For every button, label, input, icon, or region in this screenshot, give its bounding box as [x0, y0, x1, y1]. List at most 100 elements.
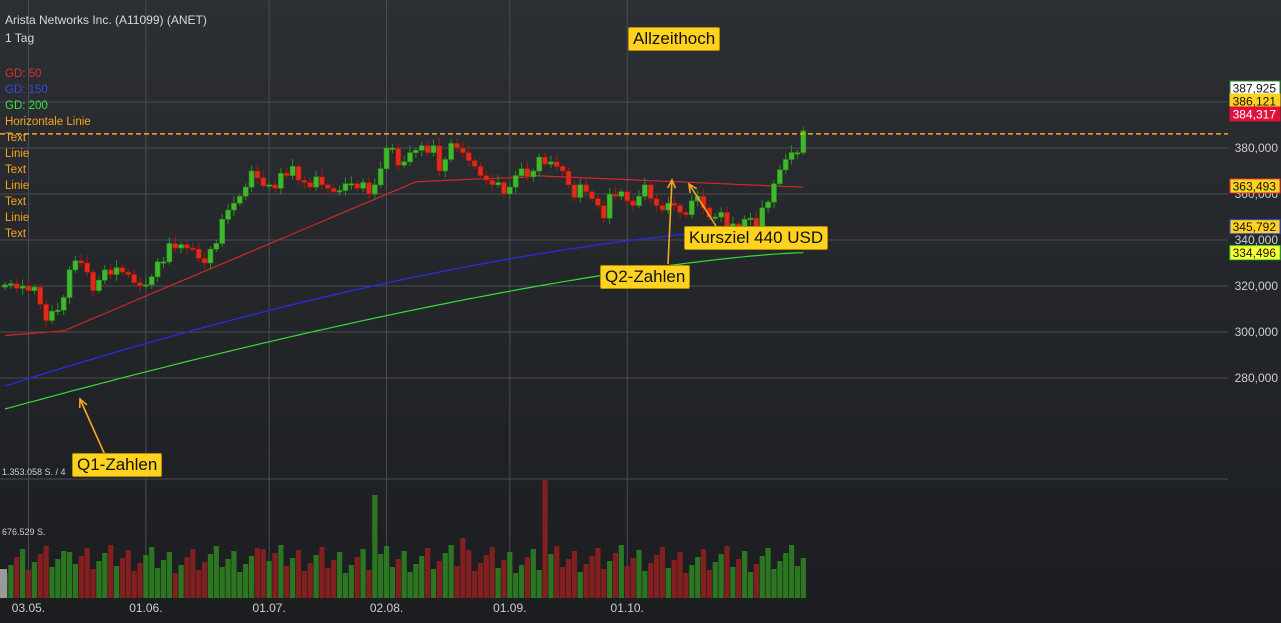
volume-bar [636, 550, 642, 598]
volume-bar [765, 548, 771, 598]
legend-item: Text [5, 132, 27, 144]
volume-bar [96, 561, 102, 598]
volume-bar [536, 570, 542, 598]
volume-bar [325, 568, 331, 598]
candle-body [307, 182, 314, 188]
volume-bar [495, 568, 501, 598]
volume-bar [507, 552, 513, 598]
volume-bar [201, 562, 208, 598]
volume-bar [524, 557, 531, 598]
volume-bar [125, 550, 131, 598]
y-tick-label: 300,000 [1235, 325, 1279, 339]
y-tick-label: 280,000 [1235, 371, 1279, 385]
x-tick-label: 01.09. [493, 601, 526, 615]
volume-bar [160, 560, 167, 598]
legend-item: GD: 150 [5, 84, 48, 96]
legend-item: Text [5, 228, 27, 240]
candle-body [460, 147, 466, 153]
candle-body [242, 186, 249, 197]
candle-body [454, 143, 460, 149]
volume-bar [589, 556, 595, 598]
volume-bar [225, 559, 231, 598]
volume-bar [66, 552, 73, 598]
moving-averages [4, 174, 804, 410]
volume-bar [272, 553, 278, 598]
candle-body [166, 243, 173, 263]
candle-body [718, 212, 724, 218]
volume-bar [483, 555, 489, 598]
candle-body [96, 279, 102, 291]
candle-body [765, 201, 771, 209]
candle-body [782, 159, 789, 171]
candle-body [8, 283, 14, 286]
candle-body [248, 170, 255, 188]
candle-body [688, 200, 695, 215]
candle-body [342, 183, 349, 191]
candle-body [107, 269, 114, 275]
volume-bar [466, 550, 472, 598]
volume-bar [777, 561, 783, 598]
candle-body [495, 182, 501, 186]
legend-item: GD: 50 [5, 68, 42, 80]
candle-body [794, 152, 801, 155]
volume-bar [119, 558, 125, 598]
volume-bars [0, 480, 806, 598]
legend-item: Horizontale Linie [5, 116, 91, 128]
candle-body [407, 152, 413, 163]
candle-body [712, 216, 719, 219]
candle-body [530, 170, 537, 178]
volume-bar [72, 564, 79, 598]
candle-body [25, 285, 32, 291]
volume-bar [788, 545, 795, 598]
candle-body [55, 309, 61, 312]
legend-item: GD: 200 [5, 100, 48, 112]
volume-bar [665, 568, 671, 598]
volume-bar [336, 552, 343, 598]
volume-bar [724, 546, 730, 598]
candle-body [190, 247, 196, 250]
volume-bar [513, 573, 519, 598]
volume-bar [642, 571, 648, 598]
volume-bar [243, 564, 249, 598]
volume-bar [671, 560, 677, 598]
candle-body [19, 285, 26, 289]
price-label: 386,121 [1233, 95, 1277, 109]
volume-bar [695, 557, 701, 598]
candle-body [84, 262, 90, 273]
candle-body [424, 145, 431, 153]
volume-bar [290, 558, 296, 598]
volume-bar [131, 571, 137, 598]
candle-body [125, 271, 132, 275]
candle-body [559, 166, 566, 172]
volume-bar [260, 549, 266, 598]
volume-bar [712, 562, 718, 598]
volume-bar [518, 565, 525, 598]
candle-body [747, 217, 754, 220]
candles [2, 126, 807, 327]
volume-bar [783, 553, 789, 598]
volume-bar [448, 545, 454, 598]
volume-bar [213, 546, 219, 598]
volume-bar [55, 559, 61, 598]
volume-bar [442, 553, 448, 598]
candle-body [319, 176, 325, 186]
price-label-box [1229, 178, 1281, 194]
candle-body [131, 274, 137, 283]
candle-body [266, 184, 272, 187]
volume-bar [700, 549, 707, 598]
legend-item: Text [5, 196, 27, 208]
volume-bar [659, 547, 666, 598]
candle-body [354, 183, 361, 189]
volume-bar [706, 570, 712, 598]
volume-bar [618, 545, 624, 598]
candle-body [207, 248, 214, 264]
candle-body [237, 196, 243, 204]
candle-body [2, 284, 8, 288]
annotation-arrow [688, 183, 717, 227]
volume-bar [342, 573, 349, 598]
candle-body [518, 168, 525, 176]
volume-bar [366, 570, 372, 598]
volume-bar [759, 556, 765, 598]
volume-bar [577, 572, 583, 598]
volume-bar [460, 538, 466, 598]
